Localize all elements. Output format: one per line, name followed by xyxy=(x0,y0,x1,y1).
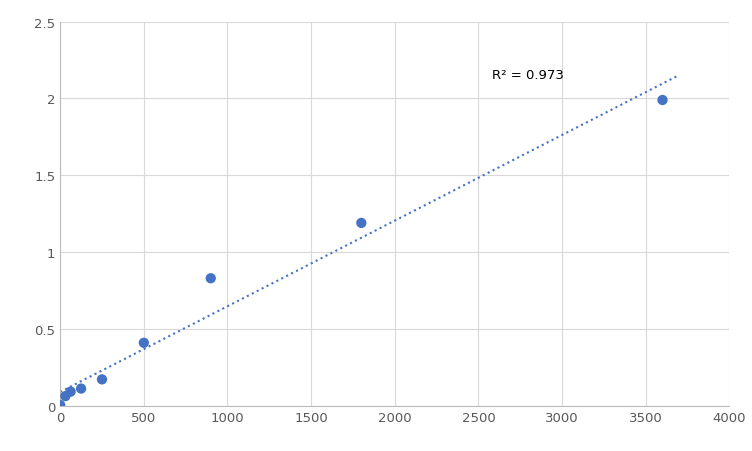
Point xyxy=(355,220,367,227)
Point xyxy=(656,97,669,104)
Text: R² = 0.973: R² = 0.973 xyxy=(492,69,564,82)
Point xyxy=(54,401,66,409)
Point xyxy=(138,340,150,347)
Point xyxy=(96,376,108,383)
Point xyxy=(65,388,77,396)
Point xyxy=(59,393,71,400)
Point xyxy=(75,385,87,392)
Point xyxy=(205,275,217,282)
